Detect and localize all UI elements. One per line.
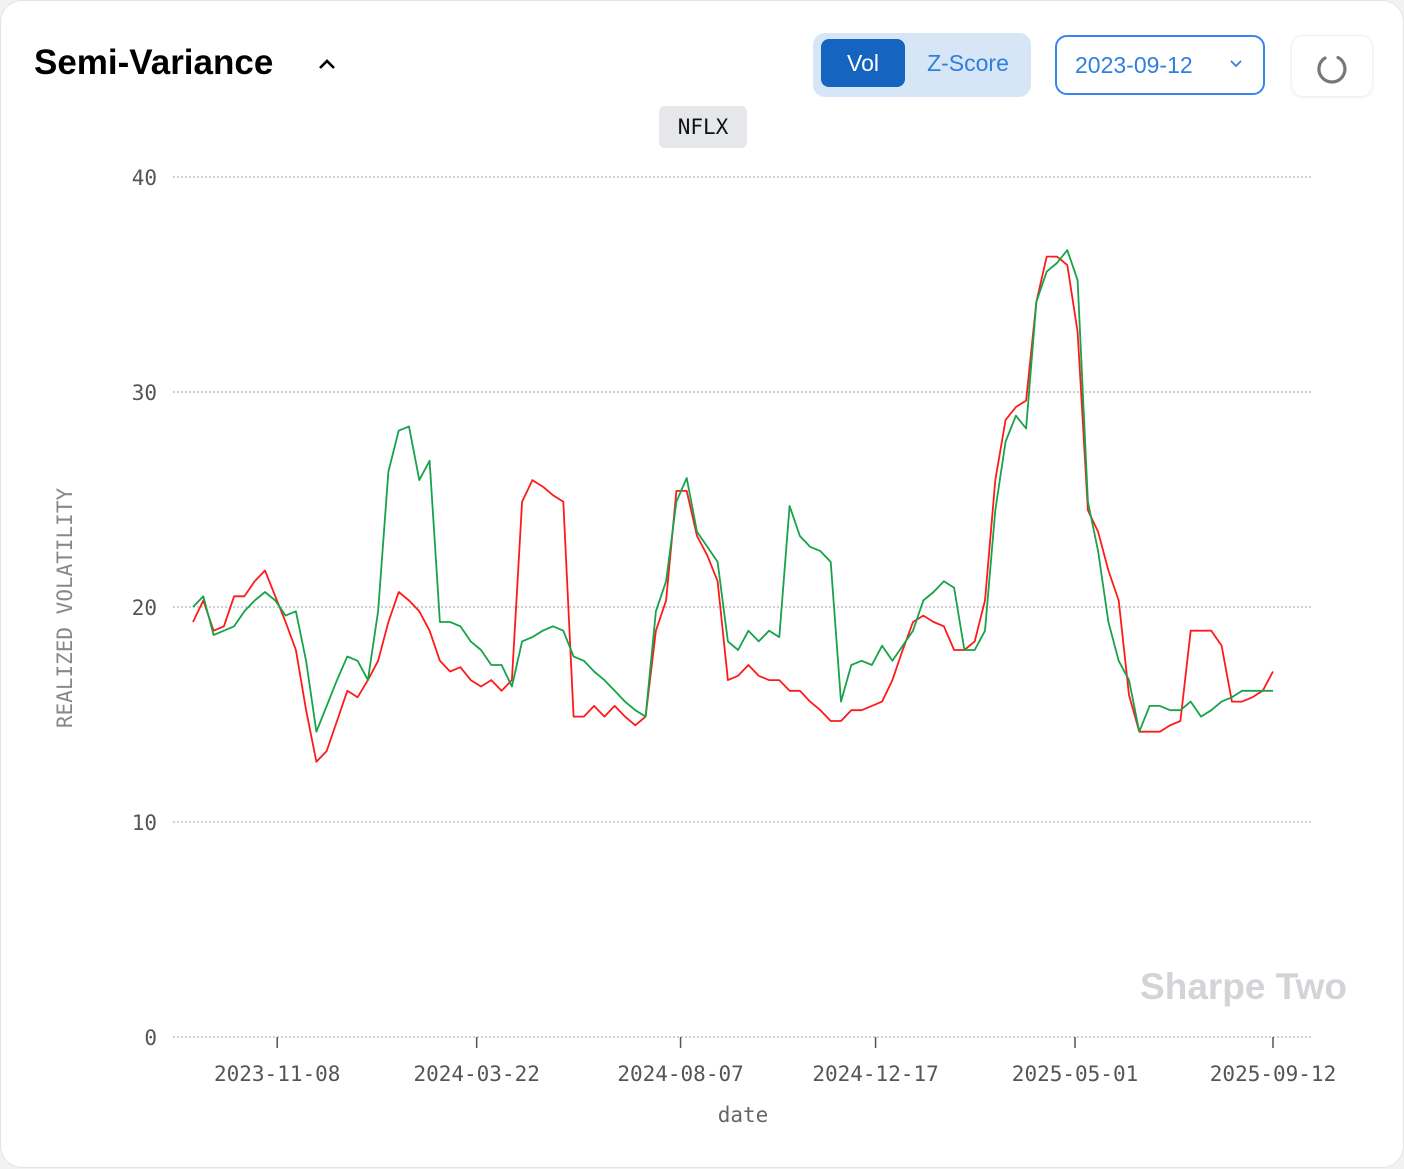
- y-axis-label: REALIZED VOLATILITY: [53, 488, 77, 729]
- x-tick-label: 2024-03-22: [413, 1062, 539, 1086]
- y-tick-label: 20: [132, 596, 157, 620]
- ticker-badge: NFLX: [659, 106, 747, 148]
- card-title: Semi-Variance: [34, 43, 274, 82]
- toggle-vol-button[interactable]: Vol: [821, 39, 905, 87]
- x-axis-label: date: [718, 1103, 769, 1127]
- vol-zscore-toggle: Vol Z-Score: [813, 33, 1031, 97]
- y-tick-label: 30: [132, 381, 157, 405]
- x-tick-label: 2024-12-17: [812, 1062, 938, 1086]
- x-tick-label: 2025-05-01: [1012, 1062, 1138, 1086]
- date-select[interactable]: 2023-09-12: [1055, 35, 1265, 95]
- x-tick-label: 2023-11-08: [214, 1062, 340, 1086]
- chevron-down-icon: [1230, 60, 1242, 68]
- loading-spinner-icon: [1317, 55, 1347, 84]
- watermark-logo: Sharpe Two: [1140, 966, 1347, 1007]
- green-series-line: [192, 249, 1273, 733]
- toggle-zscore-button[interactable]: Z-Score: [927, 50, 1009, 76]
- x-tick-label: 2024-08-07: [617, 1062, 743, 1086]
- y-tick-label: 0: [144, 1026, 157, 1050]
- refresh-button[interactable]: [1291, 35, 1373, 97]
- x-tick-label: 2025-09-12: [1210, 1062, 1336, 1086]
- y-tick-label: 40: [132, 166, 157, 190]
- red-series-line: [192, 255, 1274, 763]
- y-tick-label: 10: [132, 811, 157, 835]
- chevron-up-icon[interactable]: [314, 51, 340, 77]
- date-select-value: 2023-09-12: [1075, 52, 1193, 78]
